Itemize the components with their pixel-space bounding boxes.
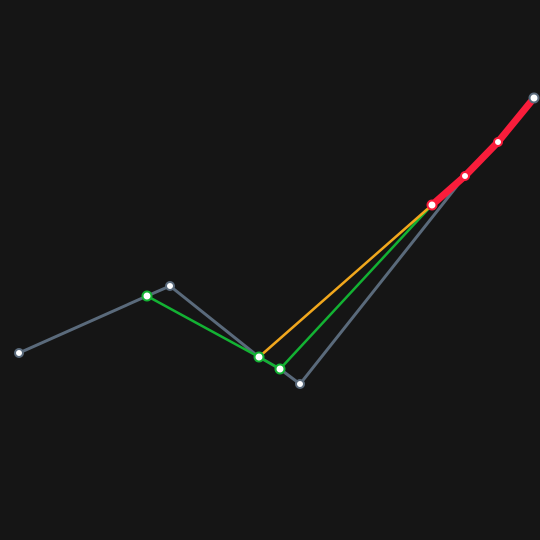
- red-path-segment: [494, 94, 538, 146]
- green-node[interactable]: [253, 351, 265, 363]
- gray-path-segment: [17, 294, 149, 355]
- red-path-segment: [461, 138, 502, 180]
- green-path-segment: [145, 294, 261, 359]
- green-node[interactable]: [274, 363, 286, 375]
- green-path-segment: [278, 203, 434, 371]
- gray-node-end[interactable]: [528, 92, 540, 104]
- red-node[interactable]: [460, 171, 470, 181]
- orange-path-segment: [257, 203, 434, 359]
- red-node[interactable]: [493, 137, 503, 147]
- red-node[interactable]: [426, 199, 438, 211]
- green-node[interactable]: [141, 290, 153, 302]
- gray-node[interactable]: [165, 281, 175, 291]
- gray-path-segment: [168, 284, 261, 359]
- red-path-segment: [428, 172, 469, 209]
- gray-node[interactable]: [295, 379, 305, 389]
- gray-node[interactable]: [14, 348, 24, 358]
- gray-path-segment: [298, 174, 467, 386]
